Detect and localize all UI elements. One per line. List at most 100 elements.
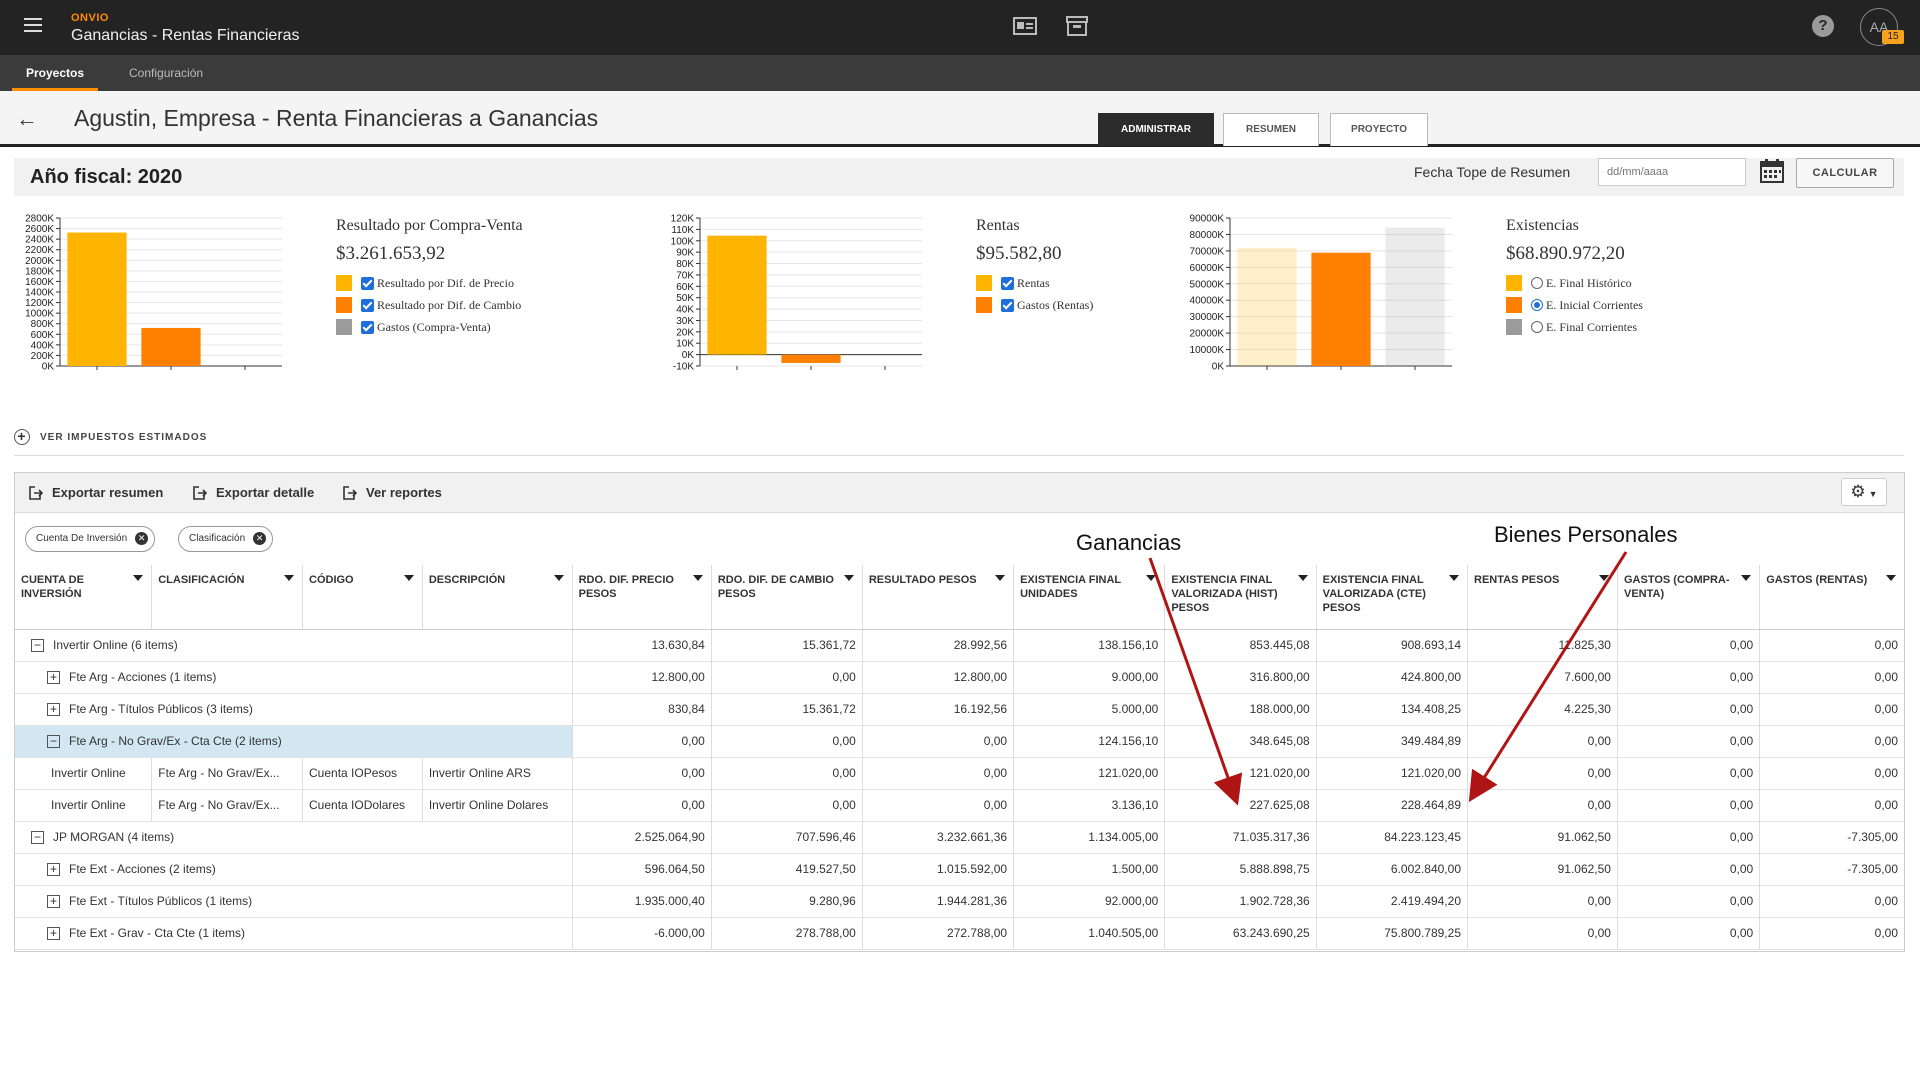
column-header[interactable]: RENTAS PESOS <box>1467 565 1618 630</box>
caret-down-icon[interactable] <box>995 575 1006 581</box>
column-header[interactable]: GASTOS (RENTAS) <box>1759 565 1904 630</box>
table-cell: 0,00 <box>710 725 863 758</box>
expand-icon[interactable]: + <box>47 927 60 941</box>
menu-icon[interactable] <box>24 18 42 32</box>
settings-gear-icon[interactable]: ⚙ ▼ <box>1841 478 1887 506</box>
caret-down-icon[interactable] <box>1886 575 1896 581</box>
table-cell: 0,00 <box>1616 917 1760 950</box>
id-card-icon[interactable] <box>1013 15 1037 37</box>
annotation-bienes-personales: Bienes Personales <box>1494 522 1678 547</box>
table-cell: 0,00 <box>1616 789 1760 822</box>
y-tick-label: 200K <box>31 351 55 362</box>
table-row[interactable]: Invertir Online Fte Arg - No Grav/Ex... Cu… <box>15 757 1904 790</box>
group-label: Fte Arg - No Grav/Ex - Cta Cte (2 items) <box>69 733 282 748</box>
results-table: CUENTA DE INVERSIÓN CLASIFICACIÓN CÓDIGO DE… <box>15 565 1904 950</box>
group-cell: + Fte Arg - Títulos Públicos (3 items) <box>15 693 573 726</box>
collapse-icon[interactable]: − <box>31 831 44 845</box>
legend-item[interactable]: Rentas <box>976 273 1093 293</box>
radio[interactable] <box>1531 299 1543 311</box>
radio[interactable] <box>1531 321 1543 333</box>
bar <box>781 354 841 363</box>
expand-icon[interactable]: + <box>47 671 60 685</box>
column-header[interactable]: RDO. DIF. DE CAMBIO PESOS <box>710 565 863 630</box>
table-row[interactable]: + Fte Ext - Grav - Cta Cte (1 items) -6.00… <box>15 917 1904 950</box>
tab-configuracion[interactable]: Configuración <box>129 66 204 80</box>
column-header[interactable]: EXISTENCIA FINAL UNIDADES <box>1013 565 1165 630</box>
legend-item[interactable]: E. Final Histórico <box>1506 273 1643 293</box>
table-cell: 15.361,72 <box>710 693 863 726</box>
checkbox[interactable] <box>361 298 374 312</box>
legend-swatch <box>976 275 992 291</box>
checkbox[interactable] <box>1001 276 1014 290</box>
table-row[interactable]: − Fte Arg - No Grav/Ex - Cta Cte (2 items… <box>15 725 1904 758</box>
caret-down-icon[interactable] <box>692 575 703 581</box>
collapse-icon[interactable]: − <box>31 639 44 653</box>
legend-item[interactable]: Gastos (Rentas) <box>976 295 1093 315</box>
fecha-tope-input[interactable] <box>1598 158 1746 186</box>
tab-proyectos[interactable]: Proyectos <box>12 55 99 91</box>
column-header[interactable]: RDO. DIF. PRECIO PESOS <box>571 565 712 630</box>
tab-proyecto[interactable]: PROYECTO <box>1330 113 1428 146</box>
table-cell: 13.630,84 <box>571 629 712 662</box>
column-header[interactable]: CÓDIGO <box>302 565 423 630</box>
table-row[interactable]: − JP MORGAN (4 items) 2.525.064,90 707.596,… <box>15 821 1904 854</box>
close-icon[interactable]: ✕ <box>135 532 149 545</box>
column-header[interactable]: CLASIFICACIÓN <box>151 565 303 630</box>
column-header[interactable]: CUENTA DE INVERSIÓN <box>15 565 152 630</box>
back-arrow-icon[interactable]: ← <box>16 106 38 131</box>
exportar-detalle-button[interactable]: Exportar detalle <box>193 485 314 500</box>
legend-item[interactable]: Resultado por Dif. de Precio <box>336 273 523 293</box>
table-row[interactable]: + Fte Arg - Acciones (1 items) 12.800,00 0,… <box>15 661 1904 694</box>
caret-down-icon[interactable] <box>1741 575 1752 581</box>
legend-item[interactable]: Resultado por Dif. de Cambio <box>336 295 523 315</box>
ver-reportes-button[interactable]: Ver reportes <box>343 485 442 500</box>
caret-down-icon[interactable] <box>1449 575 1459 581</box>
expand-icon[interactable]: + <box>47 863 60 877</box>
y-tick-label: 2800K <box>25 214 54 225</box>
caret-down-icon[interactable] <box>1598 575 1609 581</box>
table-cell: 0,00 <box>1467 789 1618 822</box>
tab-resumen[interactable]: RESUMEN <box>1223 113 1319 146</box>
table-row[interactable]: − Invertir Online (6 items) 13.630,84 15.36… <box>15 629 1904 662</box>
y-tick-label: 80K <box>676 259 694 270</box>
calendar-icon[interactable] <box>1760 158 1784 184</box>
checkbox[interactable] <box>1001 298 1014 312</box>
exportar-resumen-button[interactable]: Exportar resumen <box>29 485 163 500</box>
legend-item[interactable]: E. Inicial Corrientes <box>1506 295 1643 315</box>
close-icon[interactable]: ✕ <box>253 532 267 545</box>
table-cell: 0,00 <box>710 757 863 790</box>
tab-administrar[interactable]: ADMINISTRAR <box>1098 113 1214 146</box>
caret-down-icon[interactable] <box>1297 575 1308 581</box>
expand-icon[interactable]: + <box>47 895 60 909</box>
table-cell: 0,00 <box>1467 917 1618 950</box>
collapse-icon[interactable]: − <box>47 735 60 749</box>
radio[interactable] <box>1531 277 1543 289</box>
y-tick-label: 2400K <box>25 235 54 246</box>
help-icon[interactable]: ? <box>1812 15 1834 37</box>
expand-icon[interactable]: + <box>47 703 60 717</box>
table-cell: 1.015.592,00 <box>861 853 1014 886</box>
table-row[interactable]: + Fte Ext - Títulos Públicos (1 items) 1.9… <box>15 885 1904 918</box>
legend-item[interactable]: Gastos (Compra-Venta) <box>336 317 523 337</box>
table-row[interactable]: + Fte Arg - Títulos Públicos (3 items) 830… <box>15 693 1904 726</box>
column-header[interactable]: GASTOS (COMPRA-VENTA) <box>1616 565 1760 630</box>
ver-impuestos-toggle[interactable]: + VER IMPUESTOS ESTIMADOS <box>14 428 207 446</box>
caret-down-icon[interactable] <box>403 575 414 581</box>
column-header[interactable]: EXISTENCIA FINAL VALORIZADA (CTE) PESOS <box>1315 565 1468 630</box>
table-row[interactable]: + Fte Ext - Acciones (2 items) 596.064,50 4… <box>15 853 1904 886</box>
calcular-button[interactable]: CALCULAR <box>1796 158 1894 188</box>
archive-icon[interactable] <box>1065 15 1089 37</box>
caret-down-icon[interactable] <box>1146 575 1157 581</box>
caret-down-icon[interactable] <box>843 575 854 581</box>
column-header[interactable]: RESULTADO PESOS <box>861 565 1014 630</box>
column-header[interactable]: DESCRIPCIÓN <box>421 565 573 630</box>
checkbox[interactable] <box>361 276 374 290</box>
legend-item[interactable]: E. Final Corrientes <box>1506 317 1643 337</box>
table-row[interactable]: Invertir Online Fte Arg - No Grav/Ex... Cu… <box>15 789 1904 822</box>
caret-down-icon[interactable] <box>284 575 294 581</box>
column-header[interactable]: EXISTENCIA FINAL VALORIZADA (HIST) PESOS <box>1164 565 1317 630</box>
caret-down-icon[interactable] <box>133 575 144 581</box>
y-tick-label: 60K <box>676 282 694 293</box>
checkbox[interactable] <box>361 320 374 334</box>
caret-down-icon[interactable] <box>553 575 564 581</box>
